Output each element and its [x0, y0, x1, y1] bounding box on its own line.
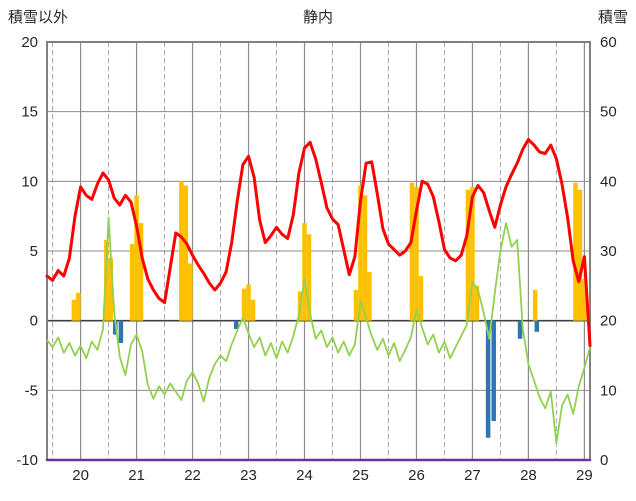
right-axis-tick-label: 60 [600, 34, 617, 51]
x-axis-tick-label: 24 [296, 467, 313, 484]
x-axis-tick-label: 28 [520, 467, 537, 484]
x-axis-tick-label: 23 [240, 467, 257, 484]
x-axis-tick-label: 26 [408, 467, 425, 484]
x-axis-tick-label: 22 [184, 467, 201, 484]
left-axis-title: 積雪以外 [8, 9, 69, 26]
chart-title: 静内 [302, 9, 333, 26]
left-axis-tick-label: 5 [30, 243, 38, 260]
x-axis-tick-label: 20 [72, 467, 89, 484]
left-axis-tick-label: 15 [21, 104, 38, 121]
right-axis-tick-label: 20 [600, 313, 617, 330]
left-axis-tick-label: 10 [21, 173, 38, 190]
x-axis-tick-label: 29 [576, 467, 593, 484]
left-axis-tick-label: 20 [21, 34, 38, 51]
left-axis-tick-label: 0 [30, 313, 38, 330]
right-axis-tick-label: 10 [600, 382, 617, 399]
right-axis-tick-label: 30 [600, 243, 617, 260]
right-axis-tick-label: 0 [600, 452, 608, 469]
left-axis-tick-label: -10 [16, 452, 38, 469]
left-axis-tick-label: -5 [25, 382, 38, 399]
right-axis-title: 積雪 [597, 9, 628, 26]
x-axis-tick-label: 25 [352, 467, 369, 484]
right-axis-tick-label: 40 [600, 173, 617, 190]
x-axis-tick-label: 27 [464, 467, 481, 484]
right-axis-tick-label: 50 [600, 104, 617, 121]
x-axis-tick-label: 21 [128, 467, 145, 484]
